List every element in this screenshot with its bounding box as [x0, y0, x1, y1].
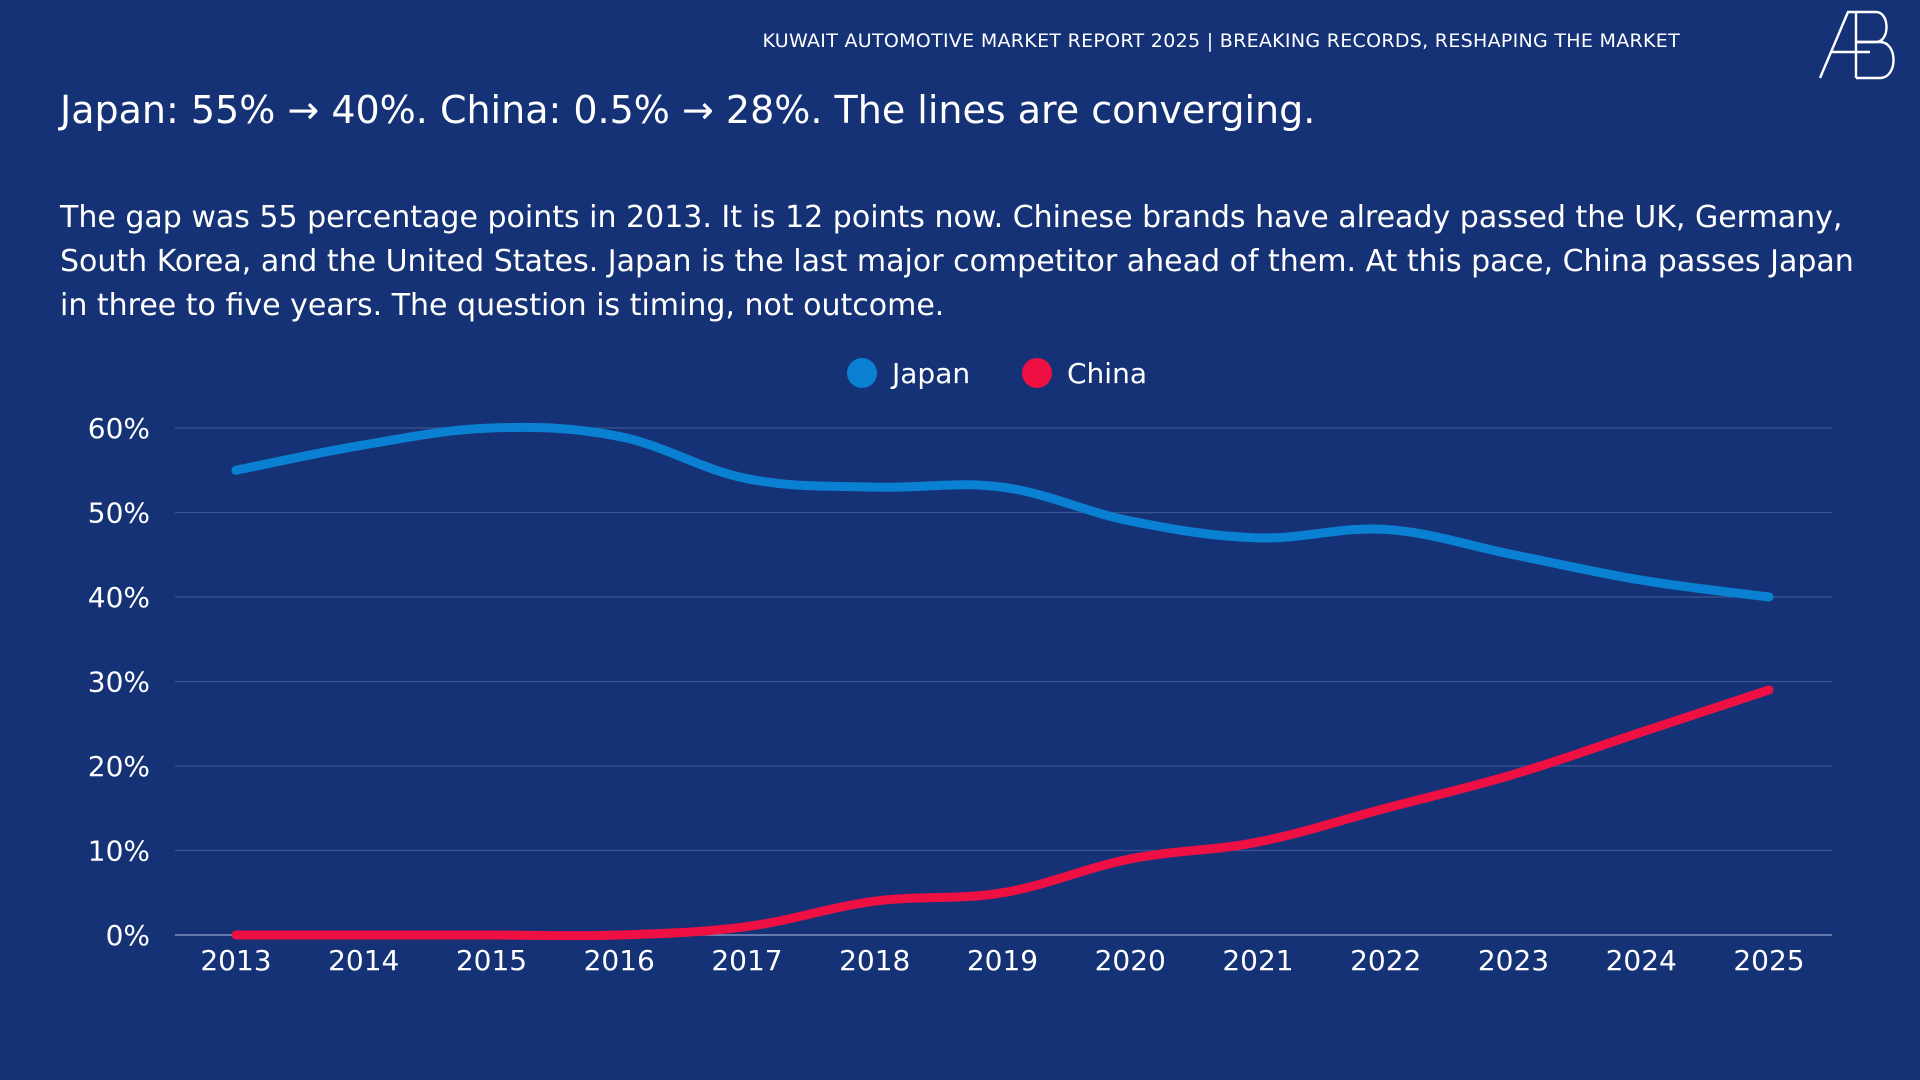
body-text: The gap was 55 percentage points in 2013…: [60, 200, 1854, 323]
x-tick-label: 2018: [839, 944, 910, 977]
x-tick-label: 2023: [1478, 944, 1549, 977]
x-tick-label: 2024: [1606, 944, 1677, 977]
x-tick-label: 2020: [1095, 944, 1166, 977]
legend: Japan China: [847, 357, 1147, 390]
legend-swatch-china: [1022, 358, 1052, 388]
legend-swatch-japan: [847, 358, 877, 388]
y-tick-label: 50%: [88, 497, 150, 530]
series-line-japan: [231, 422, 1774, 602]
report-title: KUWAIT AUTOMOTIVE MARKET REPORT 2025 | B…: [762, 30, 1680, 52]
y-tick-label: 30%: [88, 666, 150, 699]
series-line-china: [231, 685, 1774, 941]
x-tick-label: 2014: [328, 944, 399, 977]
x-tick-label: 2015: [456, 944, 527, 977]
x-tick-label: 2021: [1222, 944, 1293, 977]
legend-label-china: China: [1067, 357, 1147, 390]
x-tick-label: 2017: [711, 944, 782, 977]
x-axis-ticks: 2013 2014 2015 2016 2017 2018 2019 2020 2021 2022…: [200, 944, 1804, 977]
y-axis-ticks: 0% 10% 20% 30% 40% 50% 60%: [88, 412, 150, 952]
x-tick-label: 2025: [1733, 944, 1804, 977]
x-tick-label: 2013: [200, 944, 271, 977]
y-tick-label: 60%: [88, 412, 150, 445]
x-tick-label: 2022: [1350, 944, 1421, 977]
y-tick-label: 40%: [88, 581, 150, 614]
y-tick-label: 0%: [106, 919, 150, 952]
series-lines: [231, 422, 1774, 941]
grid-lines: [175, 427, 1832, 936]
legend-label-japan: Japan: [890, 357, 970, 390]
y-tick-label: 20%: [88, 750, 150, 783]
ab-monogram-icon: [1818, 10, 1895, 80]
headline: Japan: 55% → 40%. China: 0.5% → 28%. The…: [60, 88, 1316, 132]
y-tick-label: 10%: [88, 835, 150, 868]
x-tick-label: 2019: [967, 944, 1038, 977]
x-tick-label: 2016: [584, 944, 655, 977]
